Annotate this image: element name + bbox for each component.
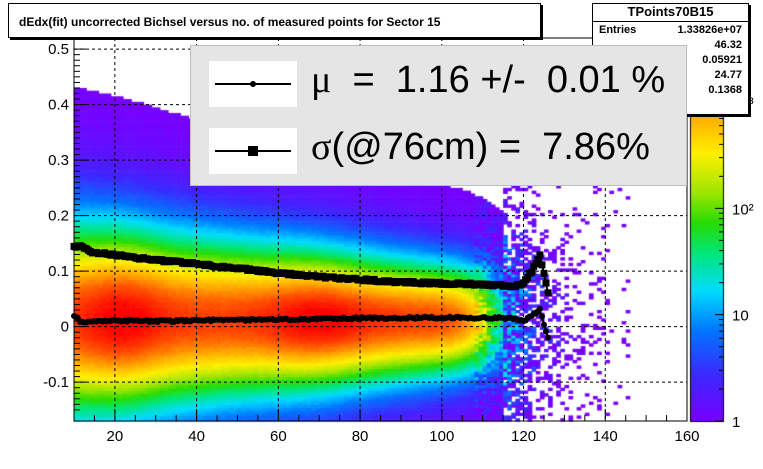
legend-mu-symbol: μ xyxy=(311,59,332,101)
y-tick-label: 0.1 xyxy=(48,263,69,280)
legend-sigma-marker xyxy=(209,128,297,174)
legend-mu: μ = 1.16 +/- 0.01 % xyxy=(191,54,686,114)
x-tick-label: 120 xyxy=(511,428,536,445)
y-tick-label: 0.4 xyxy=(48,97,69,114)
legend-sigma: σ(@76cm) = 7.86% xyxy=(191,121,686,181)
mu-point xyxy=(543,328,550,335)
stats-value: 0.1368 xyxy=(708,84,742,96)
legend-sigma-text: (@76cm) = 7.86% xyxy=(331,126,650,168)
mu-point xyxy=(538,313,545,320)
sigma-point xyxy=(538,261,546,269)
x-tick-label: 60 xyxy=(270,428,287,445)
stats-row: 0.05921 xyxy=(593,52,748,67)
stats-row: 0.1368 xyxy=(593,82,748,97)
stats-row: 24.77 xyxy=(593,67,748,82)
legend-sigma-symbol: σ xyxy=(311,126,332,168)
stats-row: 46.32 xyxy=(593,37,748,52)
legend-box: μ = 1.16 +/- 0.01 % σ(@76cm) = 7.86% xyxy=(190,45,687,186)
sigma-point xyxy=(528,268,536,276)
mu-point xyxy=(536,305,543,312)
stats-value: 1.33826e+07 xyxy=(677,24,742,36)
stats-label: Entries xyxy=(599,24,637,36)
y-tick-label: 0.3 xyxy=(48,152,69,169)
sigma-point xyxy=(532,260,540,268)
stats-value: 46.32 xyxy=(714,39,742,51)
legend-mu-text: = 1.16 +/- 0.01 % xyxy=(331,59,666,101)
y-tick-label: 0.2 xyxy=(48,208,69,225)
y-tick-label: 0 xyxy=(61,319,69,336)
x-tick-label: 40 xyxy=(188,428,205,445)
sigma-point xyxy=(540,269,548,277)
x-tick-label: 100 xyxy=(429,428,454,445)
legend-mu-marker xyxy=(209,61,297,107)
mu-series-line xyxy=(73,308,550,339)
x-tick-label: 160 xyxy=(674,428,699,445)
sigma-point xyxy=(524,274,532,282)
x-tick-label: 140 xyxy=(593,428,618,445)
sigma-point xyxy=(536,251,544,259)
z-tick-label: 10² xyxy=(732,201,754,218)
y-tick-label: -0.1 xyxy=(43,374,69,391)
chart-title: dEdx(fit) uncorrected Bichsel versus no.… xyxy=(8,3,541,38)
stats-value: 24.77 xyxy=(714,69,742,81)
stats-row: Entries 1.33826e+07 xyxy=(593,22,748,37)
stats-value: 0.05921 xyxy=(702,54,742,66)
sigma-point xyxy=(542,279,550,287)
mu-point xyxy=(545,334,552,341)
y-tick-label: 0.5 xyxy=(48,41,69,58)
z-tick-label: 1 xyxy=(732,414,740,431)
sigma-point xyxy=(544,289,552,297)
mu-point xyxy=(540,321,547,328)
x-tick-label: 80 xyxy=(352,428,369,445)
z-tick-label: 10 xyxy=(732,308,749,325)
sigma-point xyxy=(534,256,542,264)
stats-name: TPoints70B15 xyxy=(593,4,748,22)
x-tick-label: 20 xyxy=(107,428,124,445)
